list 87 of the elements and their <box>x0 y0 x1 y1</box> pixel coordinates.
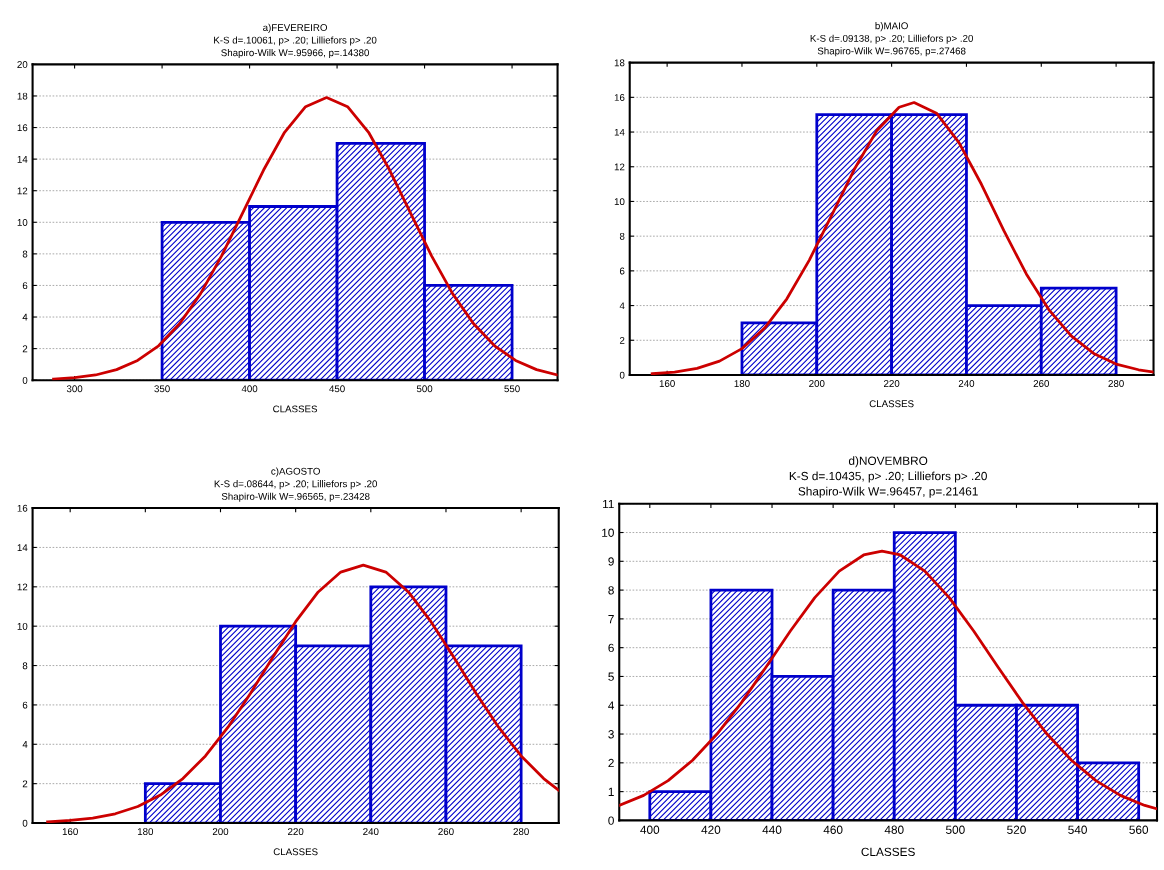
y-tick-label: 4 <box>22 741 28 748</box>
line-series <box>650 101 1154 375</box>
x-tick-label: 350 <box>154 385 170 393</box>
x-tick-label: 520 <box>1007 825 1026 834</box>
x-tick-label: 420 <box>701 825 721 834</box>
line-series <box>52 96 558 381</box>
y-tick-label: 16 <box>17 124 28 132</box>
chart-title: a)FEVEREIRO <box>263 23 328 33</box>
chart-title: c)AGOSTO <box>271 467 320 477</box>
y-tick-label: 18 <box>17 92 28 100</box>
y-tick-label: 16 <box>614 94 625 101</box>
y-tick-label: 16 <box>17 504 28 512</box>
x-tick-label: 260 <box>438 828 454 836</box>
x-tick-label: 500 <box>416 385 433 393</box>
y-tick-label: 8 <box>22 662 28 670</box>
y-tick-label: 14 <box>17 155 28 163</box>
x-tick-label: 300 <box>66 385 83 393</box>
y-tick-label: 8 <box>608 586 614 595</box>
y-tick-label: 4 <box>22 313 28 321</box>
x-tick-label: 160 <box>62 828 78 836</box>
y-tick-label: 2 <box>22 345 28 353</box>
y-tick-label: 6 <box>608 643 614 653</box>
x-tick-label: 280 <box>513 828 529 836</box>
y-tick-label: 4 <box>608 701 615 710</box>
chart-subtitle: K-S d=.08644, p> .20; Lilliefors p> .20 Shapiro-Wilk W=.96565, p=.23428 <box>214 480 378 502</box>
line-series <box>619 549 1158 811</box>
x-axis-title: CLASSES <box>869 400 914 408</box>
y-tick-label: 2 <box>619 337 625 344</box>
y-tick-label: 10 <box>602 528 614 537</box>
x-tick-label: 450 <box>329 385 345 393</box>
x-tick-label: 280 <box>1108 380 1124 387</box>
y-tick-label: 6 <box>22 282 28 290</box>
x-tick-label: 180 <box>137 828 154 836</box>
x-tick-label: 560 <box>1129 825 1149 834</box>
y-tick-label: 5 <box>608 672 614 681</box>
y-tick-label: 0 <box>619 371 625 379</box>
y-tick-label: 9 <box>608 557 614 566</box>
y-tick-label: 12 <box>17 583 28 591</box>
y-tick-label: 14 <box>614 128 625 136</box>
x-tick-label: 240 <box>363 828 379 836</box>
x-tick-label: 220 <box>288 828 304 836</box>
chart-subtitle: K-S d=.09138, p> .20; Lilliefors p> .20 Shapiro-Wilk W=.96765, p=.27468 <box>810 34 973 57</box>
x-tick-label: 550 <box>504 385 520 393</box>
x-tick-label: 460 <box>823 825 843 834</box>
y-tick-label: 0 <box>608 816 614 825</box>
x-tick-label: 180 <box>734 380 750 387</box>
x-axis-title: CLASSES <box>861 847 915 857</box>
y-tick-label: 10 <box>614 198 625 206</box>
chart-subtitle: K-S d=.10435, p> .20; Lilliefors p> .20 Shapiro-Wilk W=.96457, p=.21461 <box>789 471 987 498</box>
y-tick-label: 8 <box>619 232 625 240</box>
x-tick-label: 260 <box>1033 380 1050 387</box>
y-tick-label: 6 <box>619 267 625 275</box>
y-tick-label: 8 <box>22 250 28 258</box>
y-tick-label: 0 <box>22 376 28 384</box>
y-tick-label: 11 <box>603 499 614 509</box>
x-tick-label: 200 <box>212 828 229 836</box>
y-tick-label: 12 <box>17 187 28 195</box>
x-tick-label: 160 <box>659 380 675 387</box>
x-axis-title: CLASSES <box>273 405 318 413</box>
chart-title: b)MAIO <box>875 22 908 32</box>
x-axis-title: CLASSES <box>273 848 318 856</box>
x-tick-label: 200 <box>809 380 825 387</box>
y-tick-label: 6 <box>22 701 28 709</box>
y-tick-label: 10 <box>17 622 28 630</box>
y-tick-label: 7 <box>608 615 614 624</box>
x-tick-label: 400 <box>241 385 258 393</box>
y-tick-label: 2 <box>22 780 28 788</box>
y-tick-label: 14 <box>17 544 28 551</box>
y-tick-label: 1 <box>608 787 614 796</box>
y-tick-label: 3 <box>608 730 614 739</box>
chart-subtitle: K-S d=.10061, p> .20; Lilliefors p> .20 Shapiro-Wilk W=.95966, p=.14380 <box>214 36 377 59</box>
y-tick-label: 18 <box>614 59 625 67</box>
x-tick-label: 220 <box>884 380 900 387</box>
y-tick-label: 12 <box>614 163 625 171</box>
x-tick-label: 400 <box>640 825 660 834</box>
x-tick-label: 480 <box>884 825 904 834</box>
x-tick-label: 500 <box>945 825 965 834</box>
x-tick-label: 440 <box>762 825 782 834</box>
x-tick-label: 540 <box>1068 825 1087 834</box>
y-tick-label: 20 <box>17 61 28 68</box>
y-tick-label: 0 <box>22 819 28 827</box>
y-tick-label: 2 <box>608 758 614 768</box>
chart-title: d)NOVEMBRO <box>848 456 928 468</box>
y-tick-label: 4 <box>619 302 625 310</box>
y-tick-label: 10 <box>17 219 28 226</box>
line-series <box>46 563 559 824</box>
x-tick-label: 240 <box>958 380 975 387</box>
